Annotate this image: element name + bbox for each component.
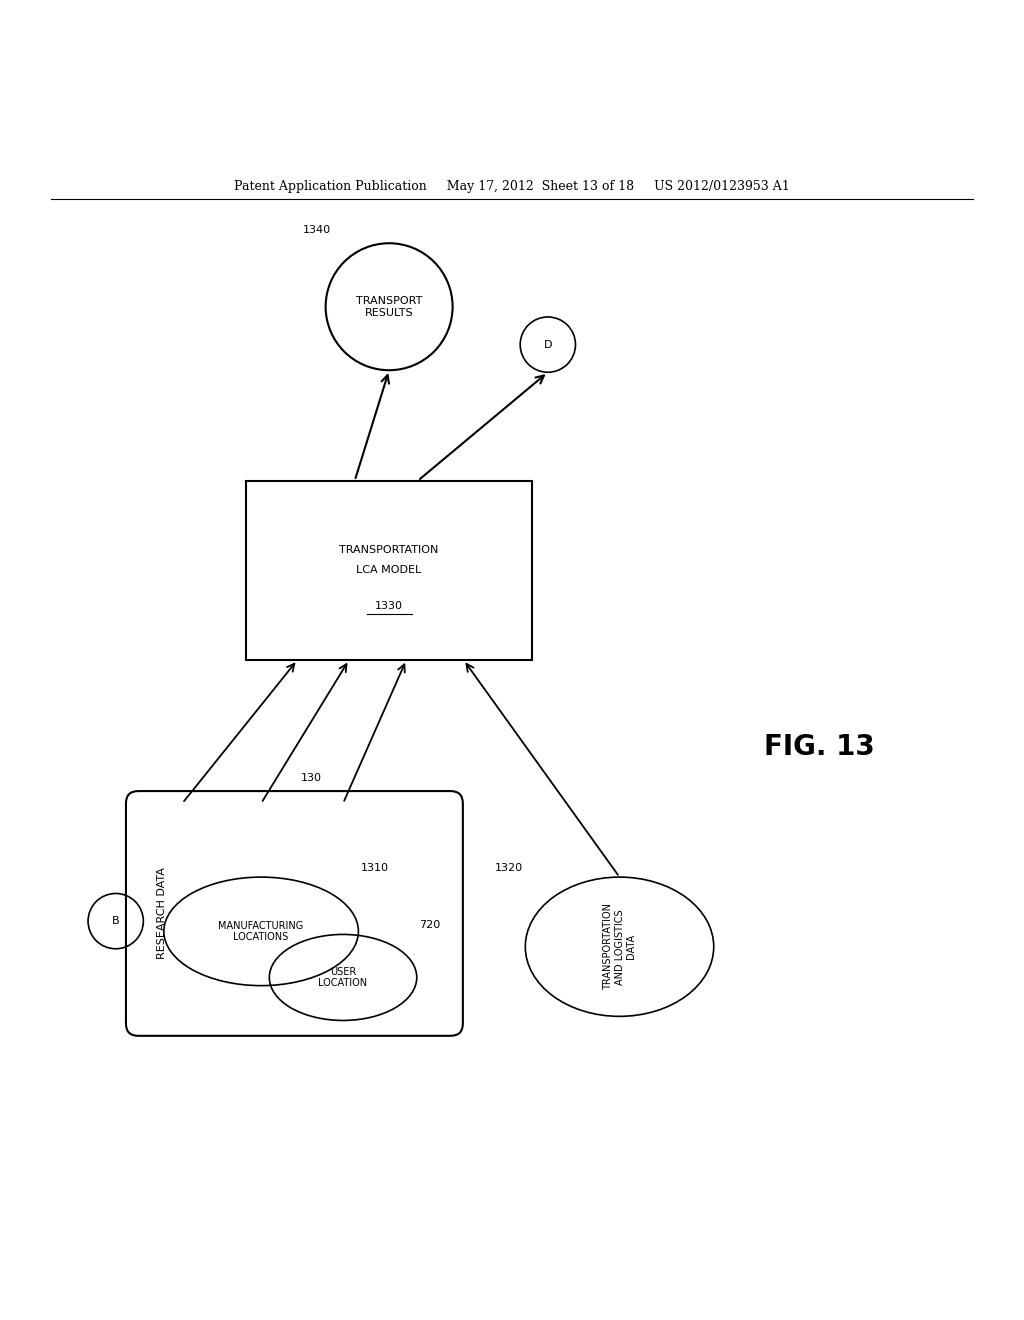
Text: USER
LOCATION: USER LOCATION	[318, 966, 368, 989]
Text: TRANSPORTATION: TRANSPORTATION	[339, 545, 439, 554]
Text: MANUFACTURING
LOCATIONS: MANUFACTURING LOCATIONS	[218, 920, 304, 942]
Text: D: D	[544, 339, 552, 350]
Text: 1340: 1340	[303, 224, 331, 235]
Text: TRANSPORTATION
AND LOGISTICS
DATA: TRANSPORTATION AND LOGISTICS DATA	[603, 903, 636, 990]
Text: RESEARCH DATA: RESEARCH DATA	[157, 867, 167, 960]
Text: B: B	[112, 916, 120, 927]
Text: 720: 720	[419, 920, 440, 931]
Text: LCA MODEL: LCA MODEL	[356, 565, 422, 576]
Text: 1330: 1330	[375, 601, 403, 611]
Text: TRANSPORT
RESULTS: TRANSPORT RESULTS	[356, 296, 422, 318]
Text: 1320: 1320	[496, 863, 523, 873]
Text: Patent Application Publication     May 17, 2012  Sheet 13 of 18     US 2012/0123: Patent Application Publication May 17, 2…	[234, 181, 790, 194]
Text: 1310: 1310	[360, 863, 388, 873]
Text: FIG. 13: FIG. 13	[764, 733, 874, 762]
Text: 130: 130	[301, 774, 322, 783]
